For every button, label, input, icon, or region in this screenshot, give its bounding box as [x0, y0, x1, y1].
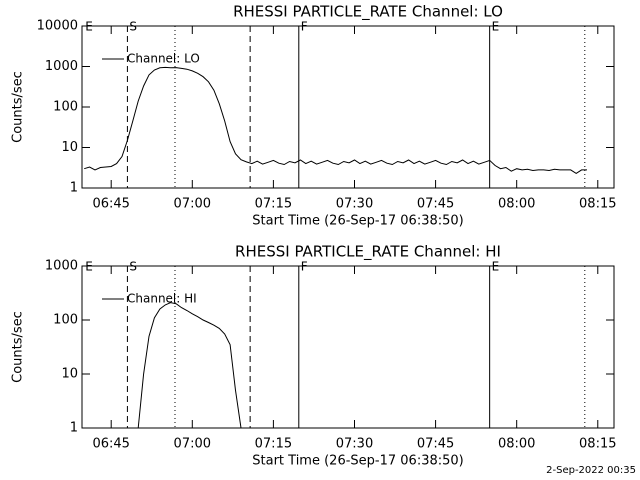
x-tick-label: 07:15 — [255, 437, 292, 452]
x-tick-label: 08:00 — [498, 197, 535, 212]
y-tick-label: 10000 — [37, 19, 78, 34]
y-tick-label: 10 — [61, 140, 78, 155]
x-tick-label: 07:00 — [174, 437, 211, 452]
x-tick-label: 07:00 — [174, 197, 211, 212]
x-tick-label: 08:15 — [579, 437, 616, 452]
x-tick-label: 06:45 — [92, 197, 129, 212]
plot-data — [137, 302, 242, 428]
x-tick-label: 07:30 — [336, 437, 373, 452]
plot-frame — [81, 25, 615, 189]
y-tick-label: 1000 — [45, 259, 78, 274]
x-tick-label: 08:15 — [579, 197, 616, 212]
y-axis-label: Counts/sec — [11, 71, 26, 143]
y-tick-label: 100 — [53, 313, 78, 328]
legend-label: Channel: HI — [127, 292, 197, 306]
footer-date: 2-Sep-2022 00:35 — [546, 465, 636, 476]
x-tick-label: 06:45 — [92, 437, 129, 452]
y-axis-label: Counts/sec — [11, 311, 26, 383]
y-tick-label: 1 — [70, 181, 78, 196]
x-tick-label: 07:15 — [255, 197, 292, 212]
x-tick-label: 07:45 — [417, 197, 454, 212]
data-line — [137, 302, 242, 428]
x-tick-label: 07:45 — [417, 437, 454, 452]
x-axis-label: Start Time (26-Sep-17 06:38:50) — [252, 214, 463, 229]
chart-title: RHESSI PARTICLE_RATE Channel: HI — [235, 243, 501, 262]
y-tick-label: 100 — [53, 100, 78, 115]
x-tick-label: 08:00 — [498, 437, 535, 452]
plot-data — [84, 66, 587, 174]
y-tick-label: 10 — [61, 367, 78, 382]
y-tick-label: 1 — [70, 421, 78, 436]
x-axis-label: Start Time (26-Sep-17 06:38:50) — [252, 454, 463, 469]
plot-frame — [81, 265, 615, 429]
legend-label: Channel: LO — [127, 52, 200, 66]
y-tick-label: 1000 — [45, 59, 78, 74]
x-tick-label: 07:30 — [336, 197, 373, 212]
data-line — [84, 66, 587, 174]
chart-title: RHESSI PARTICLE_RATE Channel: LO — [233, 3, 503, 22]
